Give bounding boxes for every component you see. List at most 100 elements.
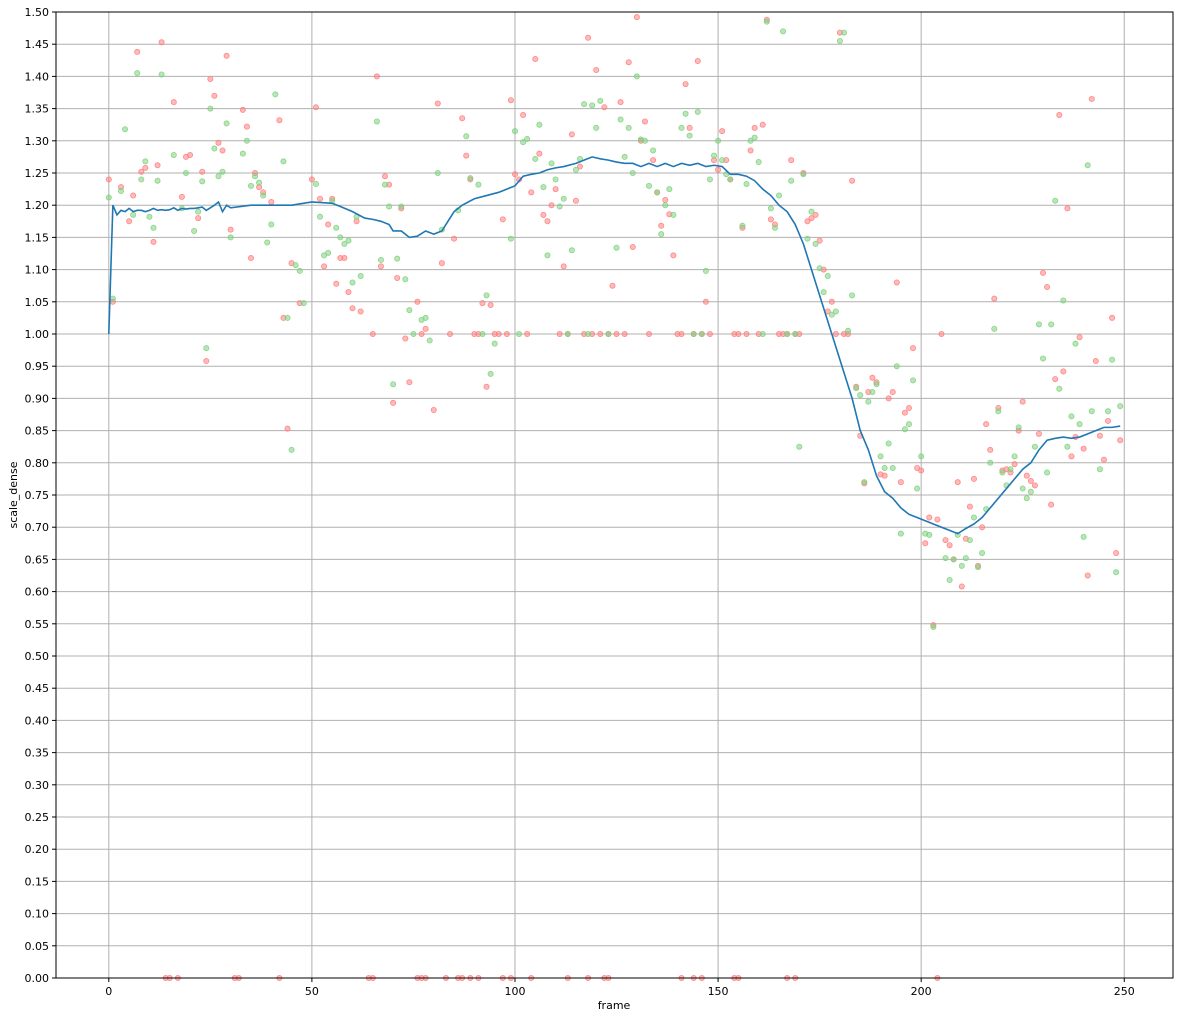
y-tick-label: 0.00 — [25, 972, 50, 985]
green-data-point — [662, 202, 669, 209]
green-data-point — [966, 537, 973, 544]
green-data-point — [1105, 408, 1112, 415]
y-tick-label: 0.30 — [25, 779, 50, 792]
green-data-point — [979, 549, 986, 556]
y-tick-label: 0.50 — [25, 650, 50, 663]
red-data-point — [918, 467, 925, 474]
red-data-point — [369, 330, 376, 337]
red-data-point — [966, 503, 973, 510]
red-data-point — [199, 168, 206, 175]
green-data-point — [804, 235, 811, 242]
green-data-point — [767, 205, 774, 212]
green-data-point — [629, 169, 636, 176]
green-data-point — [117, 188, 124, 195]
red-data-point — [812, 211, 819, 218]
red-data-point — [333, 280, 340, 287]
green-data-point — [386, 203, 393, 210]
ticks-layer: 0.00 0.05 0.10 0.15 0.20 0.25 0.30 0.35 0.40 0.45… — [25, 6, 1135, 998]
y-tick-label: 1.15 — [25, 231, 50, 244]
green-data-point — [666, 186, 673, 193]
green-data-point — [763, 18, 770, 25]
green-data-point — [247, 182, 254, 189]
green-data-point — [284, 314, 291, 321]
red-data-point — [418, 330, 425, 337]
green-data-point — [394, 255, 401, 262]
red-data-point — [889, 388, 896, 395]
green-data-point — [256, 179, 263, 186]
green-data-point — [950, 556, 957, 563]
green-data-point — [1007, 466, 1014, 473]
green-data-point — [824, 273, 831, 280]
green-data-point — [751, 134, 758, 141]
green-data-point — [572, 166, 579, 173]
green-data-point — [540, 184, 547, 191]
red-data-point — [1056, 112, 1063, 119]
y-tick-label: 0.80 — [25, 457, 50, 470]
red-data-point — [390, 399, 397, 406]
green-data-point — [211, 145, 218, 152]
red-data-point — [1080, 445, 1087, 452]
red-data-point — [641, 118, 648, 125]
x-tick-label: 150 — [708, 985, 729, 998]
red-data-point — [938, 330, 945, 337]
red-data-point — [970, 475, 977, 482]
green-data-point — [776, 192, 783, 199]
green-data-point — [146, 213, 153, 220]
green-data-point — [1113, 569, 1120, 576]
green-data-point — [975, 564, 982, 571]
red-data-point — [402, 335, 409, 342]
green-data-point — [910, 377, 917, 384]
green-data-point — [406, 307, 413, 314]
red-data-point — [223, 52, 230, 59]
green-data-point — [788, 177, 795, 184]
green-data-point — [215, 173, 222, 180]
red-data-point — [207, 75, 214, 82]
red-data-point — [487, 302, 494, 309]
green-data-point — [483, 292, 490, 299]
green-data-point — [682, 110, 689, 117]
green-data-point — [325, 249, 332, 256]
green-data-point — [897, 530, 904, 537]
green-data-point — [487, 370, 494, 377]
red-data-point — [532, 56, 539, 63]
green-data-point — [617, 116, 624, 123]
red-data-point — [446, 330, 453, 337]
green-data-point — [312, 180, 319, 187]
y-axis-label: scale_dense — [7, 461, 20, 528]
red-data-point — [1113, 549, 1120, 556]
red-data-point — [633, 14, 640, 21]
green-data-point — [808, 208, 815, 215]
red-data-point — [1031, 482, 1038, 489]
red-data-point — [276, 117, 283, 124]
green-data-point — [946, 577, 953, 584]
red-data-point — [325, 221, 332, 228]
green-data-point — [840, 29, 847, 36]
red-data-point — [479, 300, 486, 307]
red-data-point — [1100, 456, 1107, 463]
green-data-point — [357, 273, 364, 280]
green-data-point — [633, 73, 640, 80]
green-data-point — [422, 314, 429, 321]
y-tick-label: 0.90 — [25, 392, 50, 405]
green-data-point — [869, 388, 876, 395]
green-data-point — [536, 121, 543, 128]
red-data-point — [788, 157, 795, 164]
green-data-point — [914, 485, 921, 492]
red-data-point — [503, 330, 510, 337]
green-data-point — [252, 173, 259, 180]
green-data-point — [686, 132, 693, 139]
red-data-point — [629, 244, 636, 251]
green-data-point — [475, 181, 482, 188]
red-data-point — [483, 383, 490, 390]
x-axis-label: frame — [598, 999, 631, 1012]
red-data-point — [954, 479, 961, 486]
green-data-point — [203, 345, 210, 352]
red-data-point — [686, 124, 693, 131]
green-data-point — [873, 381, 880, 388]
red-data-point — [1052, 376, 1059, 383]
green-data-point — [670, 211, 677, 218]
red-data-point — [715, 166, 722, 173]
red-data-point — [609, 282, 616, 289]
red-data-point — [1060, 368, 1067, 375]
